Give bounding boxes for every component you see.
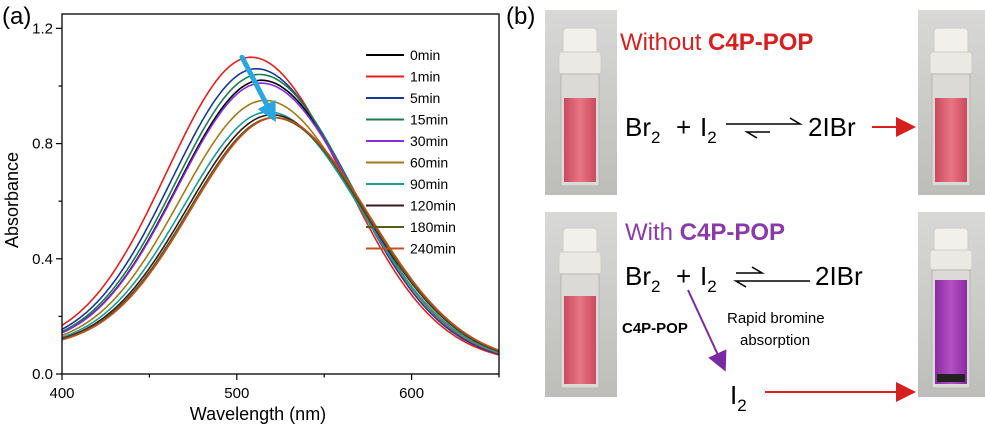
- series-line-5min: [61, 67, 500, 355]
- bottom-plus: +: [676, 261, 691, 291]
- y-tick-label: 0.8: [32, 136, 53, 153]
- bottom-i2: I2: [700, 261, 717, 296]
- series-line-90min: [61, 111, 500, 353]
- bottom-caption-bold: C4P-POP: [680, 219, 785, 246]
- curves-group: [61, 56, 500, 356]
- bottom-br2: Br2: [625, 261, 660, 296]
- y-tick-label: 0.4: [32, 251, 53, 268]
- panel-a-label: (a): [2, 3, 31, 30]
- process-label-line1: Rapid bromine: [727, 310, 825, 327]
- reagent-label: C4P-POP: [622, 320, 688, 337]
- absorbance-chart: 400 500 600 0.0 0.4 0.8 1.2 Wavelength (nm) Ab…: [2, 13, 500, 424]
- y-tick-label: 1.2: [32, 20, 53, 37]
- legend-label-30min: 30min: [410, 133, 448, 149]
- panel-b-label: (b): [506, 3, 535, 30]
- top-caption: Without C4P-POP: [620, 29, 813, 56]
- series-line-60min: [61, 99, 500, 354]
- legend-label-90min: 90min: [410, 176, 448, 192]
- x-tick-label: 600: [399, 385, 424, 402]
- time-trend-arrow: [239, 54, 277, 123]
- legend-label-180min: 180min: [410, 219, 456, 235]
- photo-vial-purple-after-bottom: [918, 212, 985, 397]
- photo-vial-red-before-top: [545, 10, 617, 195]
- top-caption-prefix: Without: [620, 29, 708, 56]
- series-line-1min: [61, 56, 500, 356]
- purple-arrow: [687, 289, 727, 372]
- top-caption-bold: C4P-POP: [708, 29, 813, 56]
- series-line-120min: [61, 114, 500, 352]
- top-br2: Br2: [625, 112, 660, 147]
- top-product: 2IBr: [808, 112, 856, 142]
- legend-label-15min: 15min: [410, 112, 448, 128]
- bottom-caption: With C4P-POP: [625, 219, 785, 246]
- bottom-caption-prefix: With: [625, 219, 680, 246]
- bottom-product: 2IBr: [815, 261, 863, 291]
- x-tick-label: 400: [49, 385, 74, 402]
- top-equation: Br2 + I2 2IBr: [625, 112, 916, 147]
- y-tick-label: 0.0: [32, 366, 53, 383]
- x-tick-label: 500: [224, 385, 249, 402]
- x-axis-title: Wavelength (nm): [190, 404, 326, 424]
- legend-label-120min: 120min: [410, 198, 456, 214]
- top-equilibrium-arrows: [726, 117, 803, 139]
- series-line-240min: [61, 116, 500, 351]
- legend-label-1min: 1min: [410, 69, 440, 85]
- legend-label-0min: 0min: [410, 47, 440, 63]
- final-i2: I2: [730, 380, 747, 415]
- axis-ticks: 400 500 600 0.0 0.4 0.8 1.2: [32, 20, 500, 402]
- legend-label-60min: 60min: [410, 155, 448, 171]
- photo-vial-red-before-bottom: [545, 212, 617, 397]
- y-axis-title: Absorbance: [2, 152, 22, 248]
- legend: 0min 1min 5min 15min 30min 60min 90min 120min 18…: [366, 47, 456, 257]
- photo-vial-red-after-top: [918, 10, 985, 195]
- bottom-equation: Br2 + I2 2IBr C4P-POP Rapid bromine abso…: [622, 261, 916, 415]
- arrow-layer: [239, 54, 277, 123]
- bottom-equilibrium-arrows: [733, 266, 810, 288]
- legend-label-5min: 5min: [410, 90, 440, 106]
- top-plus: +: [676, 112, 691, 142]
- legend-label-240min: 240min: [410, 241, 456, 257]
- process-label-line2: absorption: [740, 332, 810, 349]
- top-i2: I2: [700, 112, 717, 147]
- plot-frame: [61, 13, 500, 375]
